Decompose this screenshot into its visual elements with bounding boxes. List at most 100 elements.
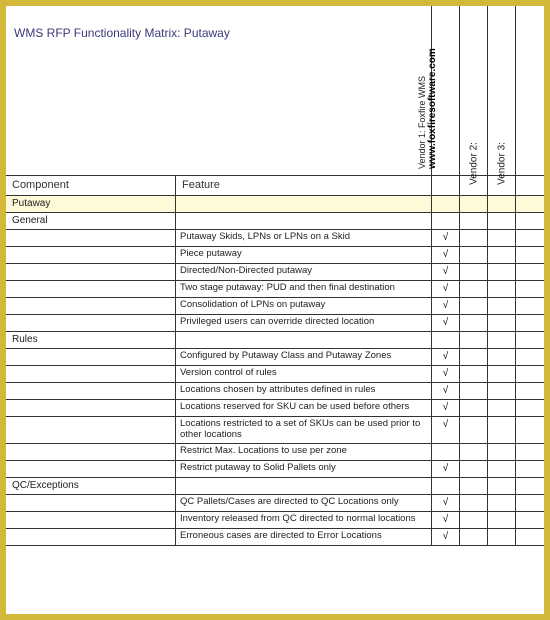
cell-feature: Restrict putaway to Solid Pallets only (176, 461, 432, 477)
cell-component (6, 264, 176, 280)
cell-vendor2 (460, 264, 488, 280)
cell-vendor2 (460, 529, 488, 545)
cell-feature: Privileged users can override directed l… (176, 315, 432, 331)
cell-blank (516, 349, 544, 365)
document-page: WMS RFP Functionality Matrix: Putaway Ve… (6, 6, 544, 614)
cell-component: QC/Exceptions (6, 478, 176, 494)
cell-component: Rules (6, 332, 176, 348)
cell-vendor2 (460, 478, 488, 494)
table-row: Consolidation of LPNs on putaway√ (6, 298, 544, 315)
vendor3-label: Vendor 3: (496, 142, 507, 185)
cell-vendor3 (488, 495, 516, 511)
cell-feature (176, 478, 432, 494)
table-row: QC/Exceptions (6, 478, 544, 495)
cell-vendor3 (488, 281, 516, 297)
vendor2-header: Vendor 2: (460, 6, 488, 175)
cell-component (6, 298, 176, 314)
cell-component (6, 400, 176, 416)
cell-component (6, 529, 176, 545)
cell-vendor2 (460, 281, 488, 297)
col-component: Component (6, 176, 176, 195)
cell-component (6, 230, 176, 246)
cell-feature: Locations reserved for SKU can be used b… (176, 400, 432, 416)
vendor1-name: Vendor 1: Foxfire WMS (417, 76, 427, 169)
cell-vendor3 (488, 461, 516, 477)
table-row: Privileged users can override directed l… (6, 315, 544, 332)
cell-vendor3 (488, 349, 516, 365)
cell-vendor1: √ (432, 495, 460, 511)
cell-vendor1 (432, 213, 460, 229)
rows-container: PutawayGeneralPutaway Skids, LPNs or LPN… (6, 196, 544, 546)
cell-vendor3 (488, 332, 516, 348)
cell-vendor1 (432, 478, 460, 494)
cell-blank (516, 444, 544, 460)
table-row: Version control of rules√ (6, 366, 544, 383)
cell-vendor1: √ (432, 366, 460, 382)
header-row: WMS RFP Functionality Matrix: Putaway Ve… (6, 6, 544, 176)
cell-vendor3 (488, 400, 516, 416)
vendor2-label: Vendor 2: (468, 142, 479, 185)
table-row: Locations restricted to a set of SKUs ca… (6, 417, 544, 444)
cell-vendor3 (488, 196, 516, 212)
cell-component (6, 495, 176, 511)
cell-component (6, 444, 176, 460)
cell-vendor3 (488, 417, 516, 443)
cell-component (6, 349, 176, 365)
cell-blank (516, 230, 544, 246)
cell-blank (516, 247, 544, 263)
cell-vendor2 (460, 315, 488, 331)
col-v1 (432, 176, 460, 195)
blank-header (516, 6, 544, 175)
cell-component: Putaway (6, 196, 176, 212)
cell-vendor2 (460, 247, 488, 263)
cell-vendor3 (488, 512, 516, 528)
table-row: General (6, 213, 544, 230)
cell-blank (516, 512, 544, 528)
cell-vendor2 (460, 213, 488, 229)
cell-blank (516, 383, 544, 399)
table-row: Putaway Skids, LPNs or LPNs on a Skid√ (6, 230, 544, 247)
cell-blank (516, 315, 544, 331)
cell-vendor1: √ (432, 383, 460, 399)
table-row: Two stage putaway: PUD and then final de… (6, 281, 544, 298)
table-row: Piece putaway√ (6, 247, 544, 264)
cell-vendor1: √ (432, 512, 460, 528)
cell-vendor1: √ (432, 298, 460, 314)
cell-vendor3 (488, 478, 516, 494)
cell-vendor3 (488, 298, 516, 314)
cell-vendor3 (488, 230, 516, 246)
cell-vendor1: √ (432, 529, 460, 545)
cell-vendor1 (432, 444, 460, 460)
cell-vendor1 (432, 196, 460, 212)
cell-vendor1: √ (432, 264, 460, 280)
table-row: Locations reserved for SKU can be used b… (6, 400, 544, 417)
table-row: Erroneous cases are directed to Error Lo… (6, 529, 544, 546)
table-row: Putaway (6, 196, 544, 213)
vendor1-url: www.foxfiresoftware.com (427, 48, 438, 169)
cell-vendor2 (460, 366, 488, 382)
cell-vendor1: √ (432, 315, 460, 331)
cell-vendor2 (460, 400, 488, 416)
cell-component (6, 247, 176, 263)
table-row: Directed/Non-Directed putaway√ (6, 264, 544, 281)
cell-vendor2 (460, 512, 488, 528)
cell-vendor2 (460, 196, 488, 212)
cell-blank (516, 298, 544, 314)
cell-vendor1: √ (432, 349, 460, 365)
table-row: Restrict putaway to Solid Pallets only√ (6, 461, 544, 478)
cell-feature: Restrict Max. Locations to use per zone (176, 444, 432, 460)
cell-feature: Erroneous cases are directed to Error Lo… (176, 529, 432, 545)
table-row: Configured by Putaway Class and Putaway … (6, 349, 544, 366)
cell-blank (516, 264, 544, 280)
vendor1-label: Vendor 1: Foxfire WMS www.foxfiresoftwar… (417, 48, 438, 169)
cell-feature: Piece putaway (176, 247, 432, 263)
document-title: WMS RFP Functionality Matrix: Putaway (14, 26, 230, 40)
cell-vendor1: √ (432, 230, 460, 246)
cell-blank (516, 417, 544, 443)
table-row: QC Pallets/Cases are directed to QC Loca… (6, 495, 544, 512)
cell-vendor2 (460, 349, 488, 365)
cell-component (6, 383, 176, 399)
cell-component (6, 461, 176, 477)
cell-vendor1: √ (432, 281, 460, 297)
cell-feature (176, 332, 432, 348)
